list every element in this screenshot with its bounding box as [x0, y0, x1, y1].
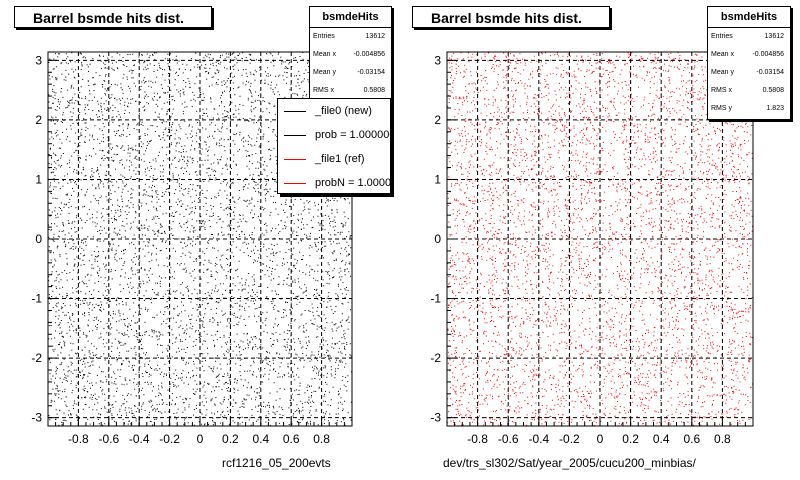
left-x-axis-title: rcf1216_05_200evts — [222, 456, 331, 470]
stats-label: RMS x — [313, 87, 334, 94]
x-tick-label: 0 — [597, 432, 604, 446]
x-tick-label: 0 — [197, 432, 204, 446]
legend-label: probN = 1.000000 — [315, 177, 391, 189]
hit-points — [48, 52, 352, 426]
x-tick-label: -0.4 — [528, 432, 549, 446]
x-tick-label: -0.8 — [467, 432, 488, 446]
stats-value: 13612 — [764, 33, 784, 40]
y-tick-label: -1 — [31, 292, 42, 306]
x-tick-label: 0.8 — [313, 432, 330, 446]
y-tick-label: 2 — [35, 113, 42, 127]
stats-value: -0.004856 — [353, 51, 385, 58]
y-tick-label: 1 — [434, 172, 441, 186]
left-plot-title: Barrel bsmde hits dist. — [14, 6, 212, 28]
left-stats-mean-x: Mean x -0.004856 — [310, 46, 391, 64]
stats-label: Mean x — [711, 51, 734, 58]
legend-entry-file0: _file0 (new) — [278, 99, 390, 123]
x-tick-label: -0.2 — [559, 432, 580, 446]
stats-value: 13612 — [365, 33, 385, 40]
legend-line-black — [284, 135, 306, 136]
legend-label: _file0 (new) — [315, 105, 372, 117]
x-tick-label: -0.2 — [159, 432, 180, 446]
right-plot-title: Barrel bsmde hits dist. — [412, 6, 610, 28]
left-stats-box: bsmdeHits Entries 13612 Mean x -0.004856… — [309, 6, 392, 106]
right-stats-mean-y: Mean y -0.03154 — [708, 64, 790, 82]
stats-value: -0.03154 — [756, 69, 784, 76]
stats-label: Entries — [711, 33, 733, 40]
hit-markers — [447, 52, 753, 426]
y-tick-label: -2 — [31, 351, 42, 365]
stats-label: RMS x — [711, 87, 732, 94]
y-tick-label: -3 — [31, 411, 42, 425]
legend-entry-prob: prob = 1.000000 — [278, 123, 390, 147]
legend-line-red — [284, 183, 306, 184]
right-stats-rms-x: RMS x 0.5808 — [708, 82, 790, 100]
right-x-axis-title: dev/trs_sl302/Sat/year_2005/cucu200_minb… — [443, 456, 696, 470]
stats-value: -0.004856 — [752, 51, 784, 58]
legend-entry-file1: _file1 (ref) — [278, 147, 390, 171]
stats-label: Mean y — [711, 69, 734, 76]
x-tick-label: 0.6 — [683, 432, 700, 446]
x-tick-label: 0.4 — [252, 432, 269, 446]
y-tick-label: 3 — [434, 53, 441, 67]
left-stats-mean-y: Mean y -0.03154 — [310, 64, 391, 82]
stats-label: RMS y — [711, 105, 732, 112]
stats-value: 0.5808 — [363, 87, 385, 94]
stats-label: Mean x — [313, 51, 336, 58]
right-stats-entries: Entries 13612 — [708, 28, 790, 46]
right-stats-mean-x: Mean x -0.004856 — [708, 46, 790, 64]
y-tick-label: 0 — [35, 232, 42, 246]
right-stats-rms-y: RMS y 1.823 — [708, 100, 790, 118]
left-stats-name: bsmdeHits — [310, 7, 391, 28]
x-tick-label: 0.8 — [714, 432, 731, 446]
x-tick-label: -0.4 — [129, 432, 150, 446]
x-tick-label: -0.6 — [98, 432, 119, 446]
y-tick-label: -3 — [430, 411, 441, 425]
stats-value: 1.823 — [766, 105, 784, 112]
y-tick-label: -1 — [430, 292, 441, 306]
stats-value: -0.03154 — [357, 69, 385, 76]
y-tick-label: 0 — [434, 232, 441, 246]
right-stats-name: bsmdeHits — [708, 7, 790, 28]
y-tick-label: 2 — [434, 113, 441, 127]
x-tick-label: -0.8 — [68, 432, 89, 446]
y-tick-label: 1 — [35, 172, 42, 186]
left-stats-entries: Entries 13612 — [310, 28, 391, 46]
x-tick-label: -0.6 — [498, 432, 519, 446]
legend: _file0 (new) prob = 1.000000 _file1 (ref… — [277, 98, 391, 194]
legend-label: _file1 (ref) — [315, 153, 365, 165]
x-tick-label: 0.6 — [283, 432, 300, 446]
legend-line-black — [284, 111, 306, 112]
y-tick-label: -2 — [430, 351, 441, 365]
left-stats-rms-x: RMS x 0.5808 — [310, 82, 391, 100]
x-tick-label: 0.2 — [622, 432, 639, 446]
right-scatter-plot: -0.8 -0.6 -0.4 -0.2 0 0.2 0.4 0.6 0.8 -3 -2 -1 0 1 2 3 — [430, 51, 754, 446]
legend-label: prob = 1.000000 — [315, 129, 391, 141]
stats-label: Entries — [313, 33, 335, 40]
y-tick-label: 3 — [35, 53, 42, 67]
right-stats-box: bsmdeHits Entries 13612 Mean x -0.004856… — [707, 6, 791, 120]
x-tick-label: 0.4 — [653, 432, 670, 446]
stats-value: 0.5808 — [762, 87, 784, 94]
hit-points — [447, 52, 753, 426]
x-tick-label: 0.2 — [222, 432, 239, 446]
legend-line-red — [284, 159, 306, 160]
legend-entry-probN: probN = 1.000000 — [278, 171, 391, 193]
stats-label: Mean y — [313, 69, 336, 76]
hit-markers — [48, 52, 352, 426]
